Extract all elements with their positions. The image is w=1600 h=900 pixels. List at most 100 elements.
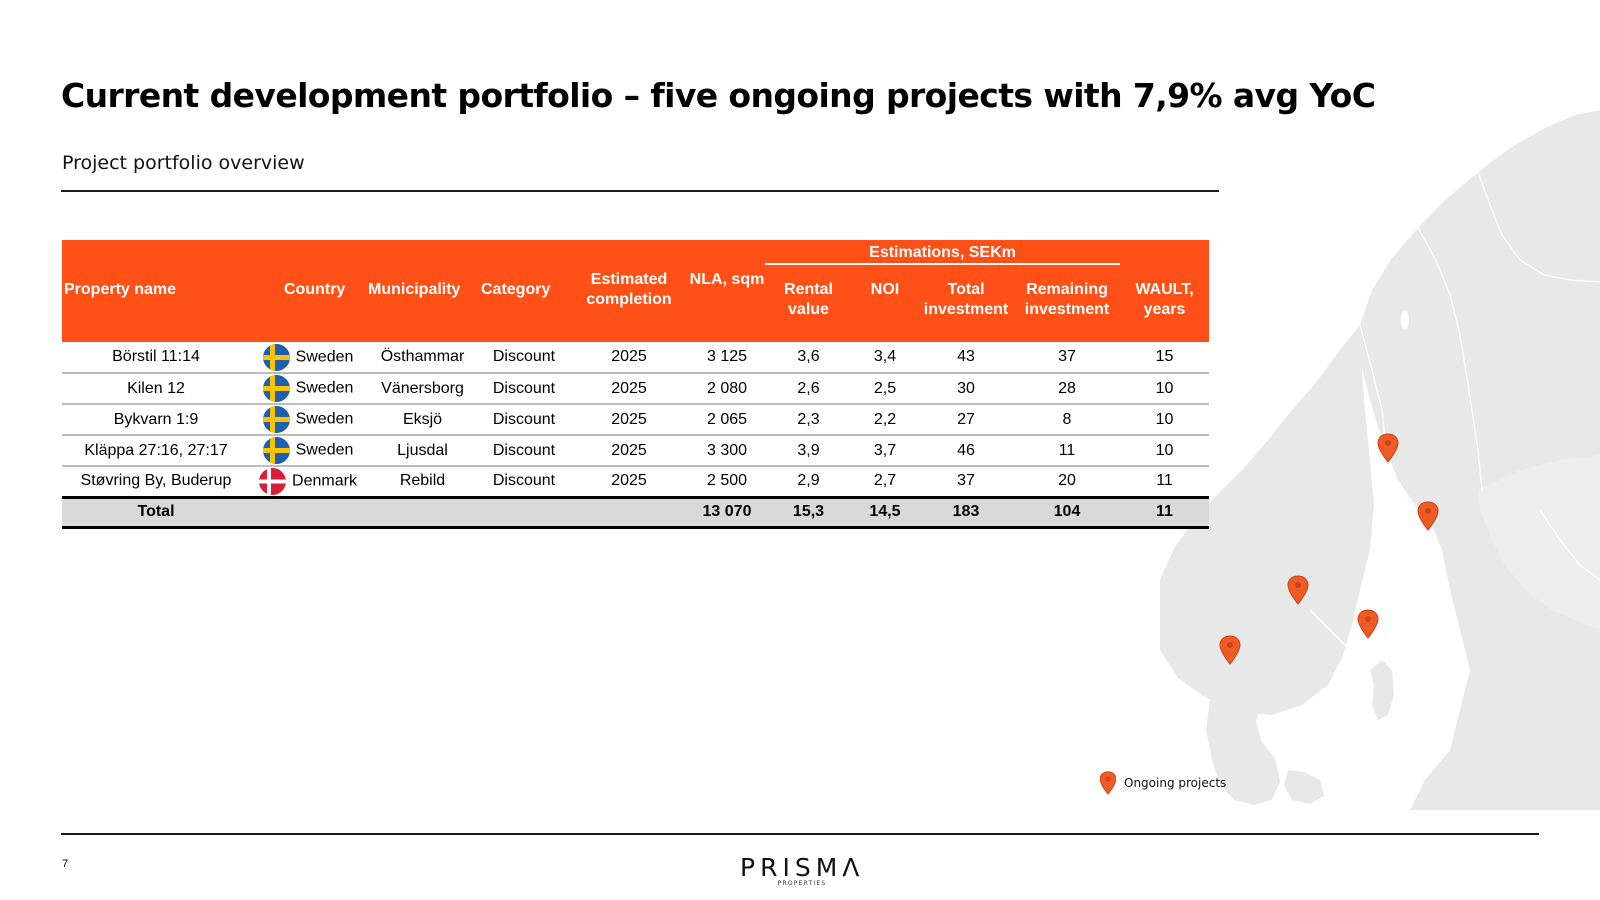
cell-property: Börstil 11:14 [62,342,250,374]
cell-country: Sweden [250,435,366,467]
cell-nla: 2 080 [689,373,765,405]
cell-municipality: Östhammar [366,342,479,374]
map-legend: Ongoing projects [1100,770,1226,796]
cell-municipality: Ljusdal [366,435,479,467]
page-title: Current development portfolio – five ong… [61,76,1376,115]
total-wault: 11 [1120,495,1209,529]
total-label: Total [62,495,250,529]
section-subtitle: Project portfolio overview [62,152,305,174]
cell-noi: 2,7 [852,466,918,498]
cell-property: Støvring By, Buderup [62,466,250,498]
cell-country: Sweden [250,342,366,374]
cell-wault: 15 [1120,342,1209,374]
logo-subtext: PROPERTIES [777,880,827,887]
header-divider [61,190,1219,192]
cell-country: Sweden [250,373,366,405]
cell-noi: 2,5 [852,373,918,405]
cell-municipality: Eksjö [366,404,479,436]
cell-total-investment: 43 [918,342,1014,374]
cell-remaining-investment: 8 [1014,404,1120,436]
cell-rental: 2,3 [765,404,852,436]
prisma-logo: PRISMΛ PROPERTIES [740,853,864,887]
total-remaining-investment: 104 [1014,495,1120,529]
footer-divider [61,833,1539,835]
cell-noi: 3,7 [852,435,918,467]
total-total-investment: 183 [918,495,1014,529]
cell-completion: 2025 [569,466,689,498]
cell-total-investment: 46 [918,435,1014,467]
country-label: Sweden [295,441,354,459]
table-row: Støvring By, Buderup Denmark Rebild Disc… [62,466,1209,498]
country-label: Denmark [292,472,357,490]
cell-country: Denmark [250,466,366,498]
legend-label: Ongoing projects [1124,776,1227,790]
cell-rental: 2,9 [765,466,852,498]
denmark-flag-icon [259,467,287,495]
total-noi: 14,5 [852,495,918,529]
cell-completion: 2025 [569,342,689,374]
country-label: Sweden [295,410,354,428]
cell-property: Kilen 12 [62,373,250,405]
cell-category: Discount [479,435,569,467]
cell-nla: 3 300 [689,435,765,467]
estimations-group-label: Estimations, SEKm [765,241,1120,265]
total-rental: 15,3 [765,495,852,529]
sweden-flag-icon [262,406,290,433]
cell-nla: 2 500 [689,466,765,498]
cell-noi: 2,2 [852,404,918,436]
cell-completion: 2025 [569,404,689,436]
cell-rental: 3,9 [765,435,852,467]
header-group-row: Estimations, SEKm [62,240,1209,266]
cell-country: Sweden [250,404,366,436]
cell-wault: 10 [1120,373,1209,405]
cell-remaining-investment: 28 [1014,373,1120,405]
map-pin-icon [1100,771,1116,795]
sweden-flag-icon [262,437,290,464]
header-row: Property name Country Municipality Categ… [62,266,1209,342]
col-header-municipality: Municipality [368,281,461,298]
cell-category: Discount [479,342,569,374]
col-header-noi: NOI [870,281,900,298]
col-header-wault: WAULT, years [1135,281,1194,318]
col-header-remaining-investment: Remaining investment [1024,281,1110,318]
cell-property: Bykvarn 1:9 [62,404,250,436]
cell-municipality: Rebild [366,466,479,498]
col-header-country: Country [284,281,346,298]
logo-text: PRISMΛ [740,853,865,882]
project-portfolio-table: Estimations, SEKm Property name Country … [62,240,1209,529]
col-header-rental: Rental value [784,281,833,318]
cell-wault: 11 [1120,466,1209,498]
cell-rental: 3,6 [765,342,852,374]
cell-nla: 3 125 [689,342,765,374]
cell-total-investment: 37 [918,466,1014,498]
cell-category: Discount [479,466,569,498]
total-nla: 13 070 [689,495,765,529]
col-header-property: Property name [64,281,177,298]
sweden-flag-icon [262,343,290,371]
cell-wault: 10 [1120,435,1209,467]
cell-remaining-investment: 37 [1014,342,1120,374]
cell-category: Discount [479,404,569,436]
country-label: Sweden [295,348,354,366]
cell-total-investment: 27 [918,404,1014,436]
project-pins [1219,433,1439,665]
cell-remaining-investment: 11 [1014,435,1120,467]
cell-noi: 3,4 [852,342,918,374]
cell-municipality: Vänersborg [366,373,479,405]
table-row: Kläppa 27:16, 27:17 Sweden Ljusdal Disco… [62,435,1209,467]
cell-total-investment: 30 [918,373,1014,405]
cell-wault: 10 [1120,404,1209,436]
cell-category: Discount [479,373,569,405]
cell-completion: 2025 [569,435,689,467]
table-row: Börstil 11:14 Sweden Östhammar Discount … [62,342,1209,374]
cell-property: Kläppa 27:16, 27:17 [62,435,250,467]
page-number: 7 [62,858,69,870]
table-row: Kilen 12 Sweden Vänersborg Discount 2025… [62,373,1209,405]
sweden-flag-icon [262,375,290,402]
col-header-completion: Estimated completion [586,271,672,308]
cell-completion: 2025 [569,373,689,405]
country-label: Sweden [295,379,354,397]
col-header-category: Category [481,281,551,298]
col-header-nla: NLA, sqm [689,271,765,288]
table-row: Bykvarn 1:9 Sweden Eksjö Discount 2025 2… [62,404,1209,436]
